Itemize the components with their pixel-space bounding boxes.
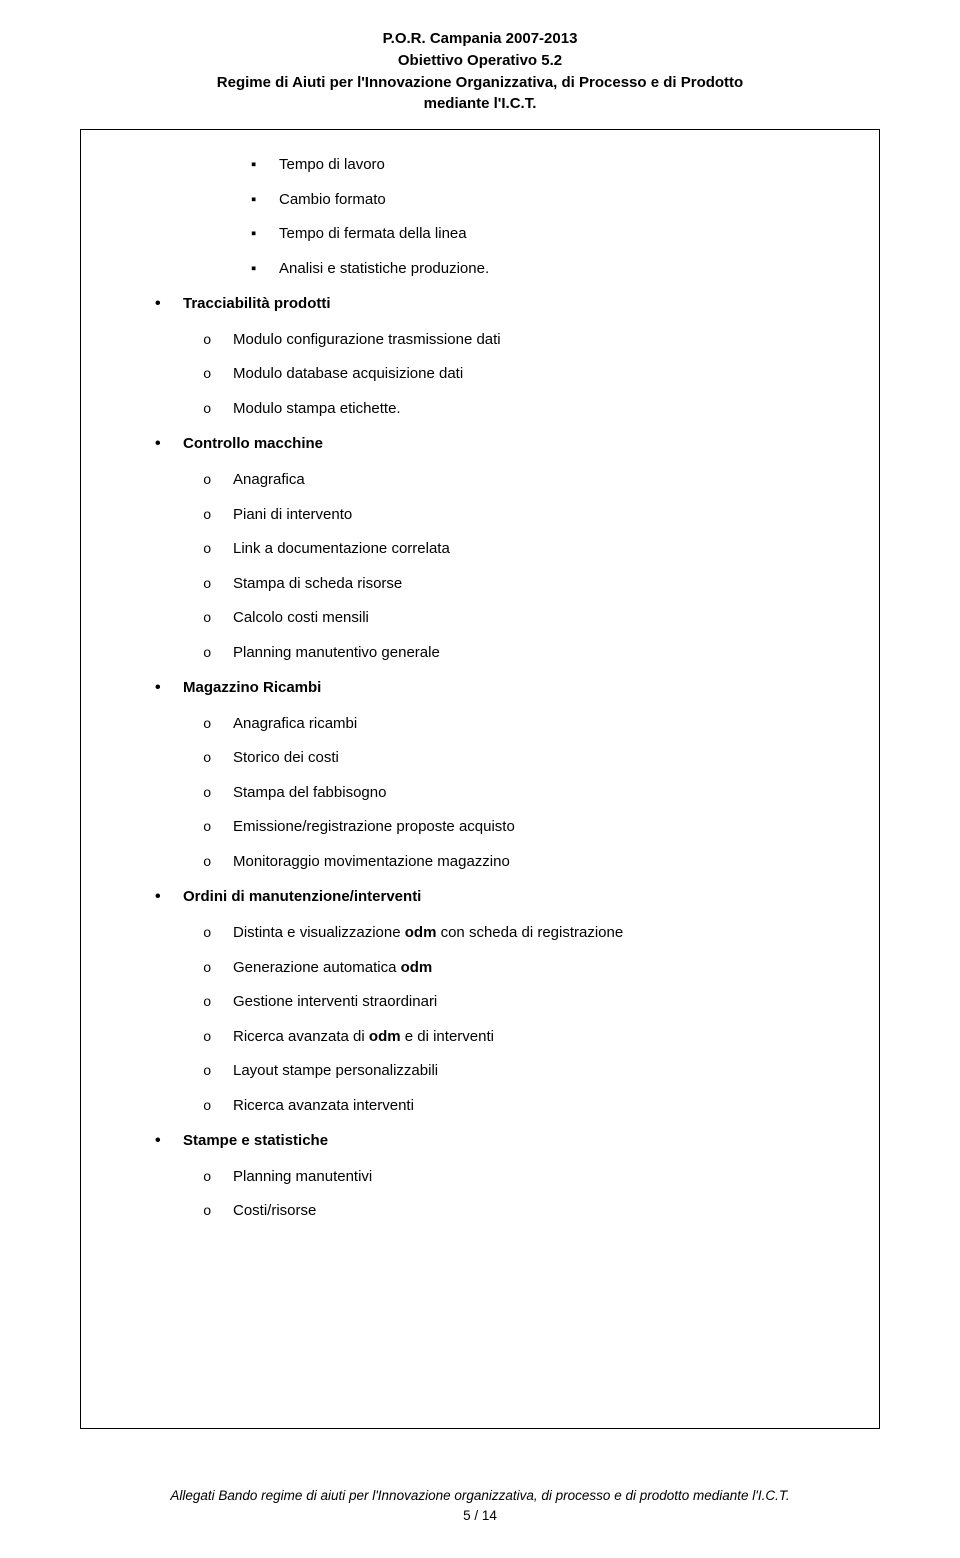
section-item: Stampa del fabbisogno	[203, 776, 839, 811]
section-item-text: Anagrafica ricambi	[233, 715, 357, 732]
section-item: Planning manutentivi	[203, 1160, 839, 1195]
section-items: Anagrafica ricambi Storico dei costi Stamp…	[155, 707, 839, 880]
square-item: Tempo di fermata della linea	[251, 217, 839, 252]
content-body: Tempo di lavoro Cambio formato Tempo di fe…	[121, 148, 839, 1229]
section-item-text: Link a documentazione correlata	[233, 540, 450, 557]
section-item: Monitoraggio movimentazione magazzino	[203, 845, 839, 880]
section-item: Layout stampe personalizzabili	[203, 1054, 839, 1089]
square-item-text: Tempo di lavoro	[279, 156, 385, 173]
section-item-text: Stampa di scheda risorse	[233, 575, 402, 592]
document-footer: Allegati Bando regime di aiuti per l'Inn…	[0, 1486, 960, 1527]
section-item: Link a documentazione correlata	[203, 532, 839, 567]
section-item: Calcolo costi mensili	[203, 601, 839, 636]
section-item-post: con scheda di registrazione	[436, 924, 623, 941]
section-items: Distinta e visualizzazione odm con sched…	[155, 916, 839, 1123]
section-title: Stampe e statistiche	[155, 1123, 839, 1160]
section-item: Anagrafica ricambi	[203, 707, 839, 742]
section-item: Piani di intervento	[203, 498, 839, 533]
section-item-post: e di interventi	[401, 1028, 494, 1045]
section-item: Storico dei costi	[203, 741, 839, 776]
section-items: Anagrafica Piani di intervento Link a docu…	[155, 463, 839, 670]
section-item: Ricerca avanzata interventi	[203, 1089, 839, 1124]
section-item: Modulo database acquisizione dati	[203, 357, 839, 392]
section-item: Modulo stampa etichette.	[203, 392, 839, 427]
document-header: P.O.R. Campania 2007-2013 Obiettivo Oper…	[80, 28, 880, 115]
section-item-pre: Distinta e visualizzazione	[233, 924, 405, 941]
section-item-text: Monitoraggio movimentazione magazzino	[233, 853, 510, 870]
section-item-text: Ricerca avanzata interventi	[233, 1097, 414, 1114]
header-line-2: Obiettivo Operativo 5.2	[80, 50, 880, 72]
section-item-text: Gestione interventi straordinari	[233, 993, 437, 1010]
square-item: Cambio formato	[251, 183, 839, 218]
section-item: Generazione automatica odm	[203, 951, 839, 986]
section-item: Distinta e visualizzazione odm con sched…	[203, 916, 839, 951]
section-item-text: Modulo configurazione trasmissione dati	[233, 331, 501, 348]
top-square-list: Tempo di lavoro Cambio formato Tempo di fe…	[121, 148, 839, 286]
section-item: Stampa di scheda risorse	[203, 567, 839, 602]
header-line-4: mediante l'I.C.T.	[80, 93, 880, 115]
section-item: Gestione interventi straordinari	[203, 985, 839, 1020]
section-title-text: Tracciabilità prodotti	[183, 295, 331, 312]
section-item: Planning manutentivo generale	[203, 636, 839, 671]
section-item-text: Layout stampe personalizzabili	[233, 1062, 438, 1079]
section-items: Planning manutentivi Costi/risorse	[155, 1160, 839, 1229]
section-title-text: Ordini di manutenzione/interventi	[183, 888, 421, 905]
section-item-pre: Generazione automatica	[233, 959, 401, 976]
footer-line: Allegati Bando regime di aiuti per l'Inn…	[0, 1486, 960, 1506]
section-item-bold: odm	[401, 959, 433, 976]
content-frame: Tempo di lavoro Cambio formato Tempo di fe…	[80, 129, 880, 1429]
section-item-text: Stampa del fabbisogno	[233, 784, 386, 801]
square-item-text: Tempo di fermata della linea	[279, 225, 467, 242]
section-item: Costi/risorse	[203, 1194, 839, 1229]
section-item: Emissione/registrazione proposte acquist…	[203, 810, 839, 845]
square-item: Tempo di lavoro	[251, 148, 839, 183]
footer-page-number: 5 / 14	[0, 1506, 960, 1526]
section-item-text: Modulo stampa etichette.	[233, 400, 401, 417]
section-item: Modulo configurazione trasmissione dati	[203, 323, 839, 358]
section-item-text: Piani di intervento	[233, 506, 352, 523]
section-item-text: Calcolo costi mensili	[233, 609, 369, 626]
section-item: Anagrafica	[203, 463, 839, 498]
section-item-pre: Ricerca avanzata di	[233, 1028, 369, 1045]
header-line-1: P.O.R. Campania 2007-2013	[80, 28, 880, 50]
section-title: Magazzino Ricambi	[155, 670, 839, 707]
section-item-text: Emissione/registrazione proposte acquist…	[233, 818, 515, 835]
section-items: Modulo configurazione trasmissione dati M…	[155, 323, 839, 427]
section-item-text: Costi/risorse	[233, 1202, 316, 1219]
section-title: Controllo macchine	[155, 426, 839, 463]
square-item-text: Cambio formato	[279, 191, 386, 208]
section-title-text: Stampe e statistiche	[183, 1132, 328, 1149]
section-item-text: Storico dei costi	[233, 749, 339, 766]
section-item-text: Modulo database acquisizione dati	[233, 365, 463, 382]
section-item-bold: odm	[405, 924, 437, 941]
section-title: Tracciabilità prodotti	[155, 286, 839, 323]
square-item-text: Analisi e statistiche produzione.	[279, 260, 489, 277]
section-title-text: Magazzino Ricambi	[183, 679, 321, 696]
section-item-text: Planning manutentivo generale	[233, 644, 440, 661]
section-title: Ordini di manutenzione/interventi	[155, 879, 839, 916]
section-title-text: Controllo macchine	[183, 435, 323, 452]
section-item-text: Planning manutentivi	[233, 1168, 372, 1185]
section-item-text: Anagrafica	[233, 471, 305, 488]
square-item: Analisi e statistiche produzione.	[251, 252, 839, 287]
header-line-3: Regime di Aiuti per l'Innovazione Organi…	[80, 72, 880, 94]
section-item: Ricerca avanzata di odm e di interventi	[203, 1020, 839, 1055]
sections-list: Tracciabilità prodotti Modulo configurazi…	[121, 286, 839, 1229]
section-item-bold: odm	[369, 1028, 401, 1045]
